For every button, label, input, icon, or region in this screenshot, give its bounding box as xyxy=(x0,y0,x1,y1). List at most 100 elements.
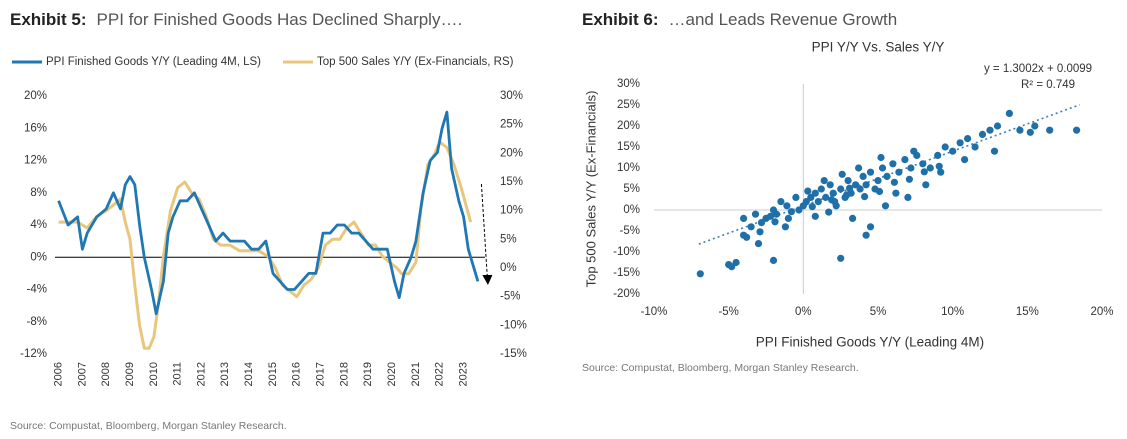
x-tick-label: 2021 xyxy=(410,362,422,386)
scatter-point xyxy=(895,168,903,176)
y-left-tick-label: 20% xyxy=(24,90,47,102)
scatter-point xyxy=(837,254,845,262)
scatter-point xyxy=(852,181,860,189)
scatter-point xyxy=(934,151,942,159)
legend-label-ppi: PPI Finished Goods Y/Y (Leading 4M, LS) xyxy=(46,56,261,68)
legend-label-sales: Top 500 Sales Y/Y (Ex-Financials, RS) xyxy=(317,56,514,68)
scatter-point xyxy=(814,198,822,206)
scatter-point xyxy=(907,164,915,172)
scatter-point xyxy=(784,214,792,222)
scatter-point xyxy=(855,164,863,172)
x-tick-label: 2007 xyxy=(76,362,88,386)
scatter-point xyxy=(856,185,864,193)
scatter-point xyxy=(807,193,815,201)
decline-arrow-line xyxy=(480,183,488,280)
scatter-point xyxy=(874,177,882,185)
x-tick-label: 0% xyxy=(795,306,812,318)
scatter-point xyxy=(820,177,828,185)
ppi-vs-sales-line-chart: PPI Finished Goods Y/Y (Leading 4M, LS) T… xyxy=(12,56,527,386)
exhibit-5-heading: Exhibit 5: PPI for Finished Goods Has Dec… xyxy=(10,10,462,30)
scatter-point xyxy=(787,208,795,216)
y-right-tick-label: 15% xyxy=(500,176,523,188)
scatter-point xyxy=(862,181,870,189)
scatter-point xyxy=(696,270,704,278)
scatter-point xyxy=(838,170,846,178)
scatter-point xyxy=(859,172,867,180)
y-left-tick-label: -4% xyxy=(27,284,47,296)
x-tick-label: 10% xyxy=(941,306,964,318)
y-left-tick-label: -8% xyxy=(27,316,47,328)
scatter-point xyxy=(777,198,785,206)
y-left-tick-label: 16% xyxy=(24,122,47,134)
y-tick-label: 15% xyxy=(617,141,640,153)
x-tick-label: 2019 xyxy=(362,362,374,386)
scatter-point xyxy=(754,240,763,248)
exhibit-5-label: Exhibit 5: xyxy=(10,10,87,29)
scatter-point xyxy=(817,185,825,193)
scatter-title: PPI Y/Y Vs. Sales Y/Y xyxy=(812,40,945,55)
scatter-point xyxy=(811,189,819,197)
y-left-tick-label: -12% xyxy=(20,348,47,360)
scatter-point xyxy=(792,193,800,201)
y-right-tick-label: 20% xyxy=(500,147,523,159)
scatter-point xyxy=(964,135,972,143)
scatter-point xyxy=(905,175,913,183)
scatter-point xyxy=(883,172,891,180)
scatter-point xyxy=(878,164,887,172)
scatter-point xyxy=(802,198,810,206)
scatter-point xyxy=(922,181,930,189)
x-tick-label: 2010 xyxy=(148,362,160,386)
y-tick-label: 5% xyxy=(623,183,640,195)
x-tick-label: 2013 xyxy=(219,362,231,386)
y-left-tick-label: 4% xyxy=(30,219,47,231)
trendline-r2: R² = 0.749 xyxy=(1021,79,1075,91)
scatter-point xyxy=(751,210,760,218)
scatter-point xyxy=(937,168,945,176)
scatter-point xyxy=(949,147,957,155)
y-right-tick-label: -5% xyxy=(500,291,520,303)
y-right-tick-label: -10% xyxy=(500,319,527,331)
scatter-point xyxy=(747,223,755,231)
y-right-tick-label: 10% xyxy=(500,205,523,217)
x-tick-label: 2014 xyxy=(243,362,255,386)
scatter-point xyxy=(829,189,837,197)
scatter-point xyxy=(740,214,748,222)
scatter-point xyxy=(861,193,869,201)
y-axis-title: Top 500 Sales Y/Y (Ex-Financials) xyxy=(583,91,598,288)
series-line-sales xyxy=(58,140,473,350)
x-axis-title: PPI Finished Goods Y/Y (Leading 4M) xyxy=(756,335,984,350)
scatter-point xyxy=(901,156,909,164)
trendline-equation: y = 1.3002x + 0.0099 xyxy=(984,63,1092,75)
series-line-ppi xyxy=(57,110,480,316)
x-tick-label: 2008 xyxy=(100,362,112,386)
exhibit-6-title: …and Leads Revenue Growth xyxy=(668,10,898,29)
scatter-point xyxy=(804,187,812,195)
x-tick-label: 2006 xyxy=(52,362,64,386)
y-right-tick-label: 30% xyxy=(500,90,523,102)
y-tick-label: -5% xyxy=(620,225,640,237)
scatter-point xyxy=(961,156,969,164)
y-left-tick-label: 12% xyxy=(24,155,47,167)
scatter-point xyxy=(935,162,943,170)
scatter-point xyxy=(1073,126,1081,134)
scatter-point xyxy=(993,122,1002,130)
x-tick-label: 2017 xyxy=(315,362,327,386)
scatter-point xyxy=(766,212,775,220)
scatter-point xyxy=(910,147,918,155)
x-tick-label: 15% xyxy=(1016,306,1039,318)
scatter-point xyxy=(1005,109,1013,117)
x-tick-label: 2023 xyxy=(457,362,469,386)
scatter-point xyxy=(772,210,781,218)
scatter-point xyxy=(920,168,928,176)
x-tick-label: 2009 xyxy=(124,362,136,386)
scatter-point xyxy=(986,126,994,134)
scatter-point xyxy=(808,203,816,211)
scatter-point xyxy=(941,143,949,151)
y-tick-label: 0% xyxy=(623,204,640,216)
exhibit-5-source: Source: Compustat, Bloomberg, Morgan Sta… xyxy=(10,420,287,432)
scatter-point xyxy=(743,233,751,241)
scatter-point xyxy=(728,263,736,271)
ppi-vs-sales-scatter-chart: PPI Y/Y Vs. Sales Y/Y y = 1.3002x + 0.009… xyxy=(583,40,1113,350)
exhibit-6-label: Exhibit 6: xyxy=(582,10,659,29)
scatter-point xyxy=(844,177,852,185)
